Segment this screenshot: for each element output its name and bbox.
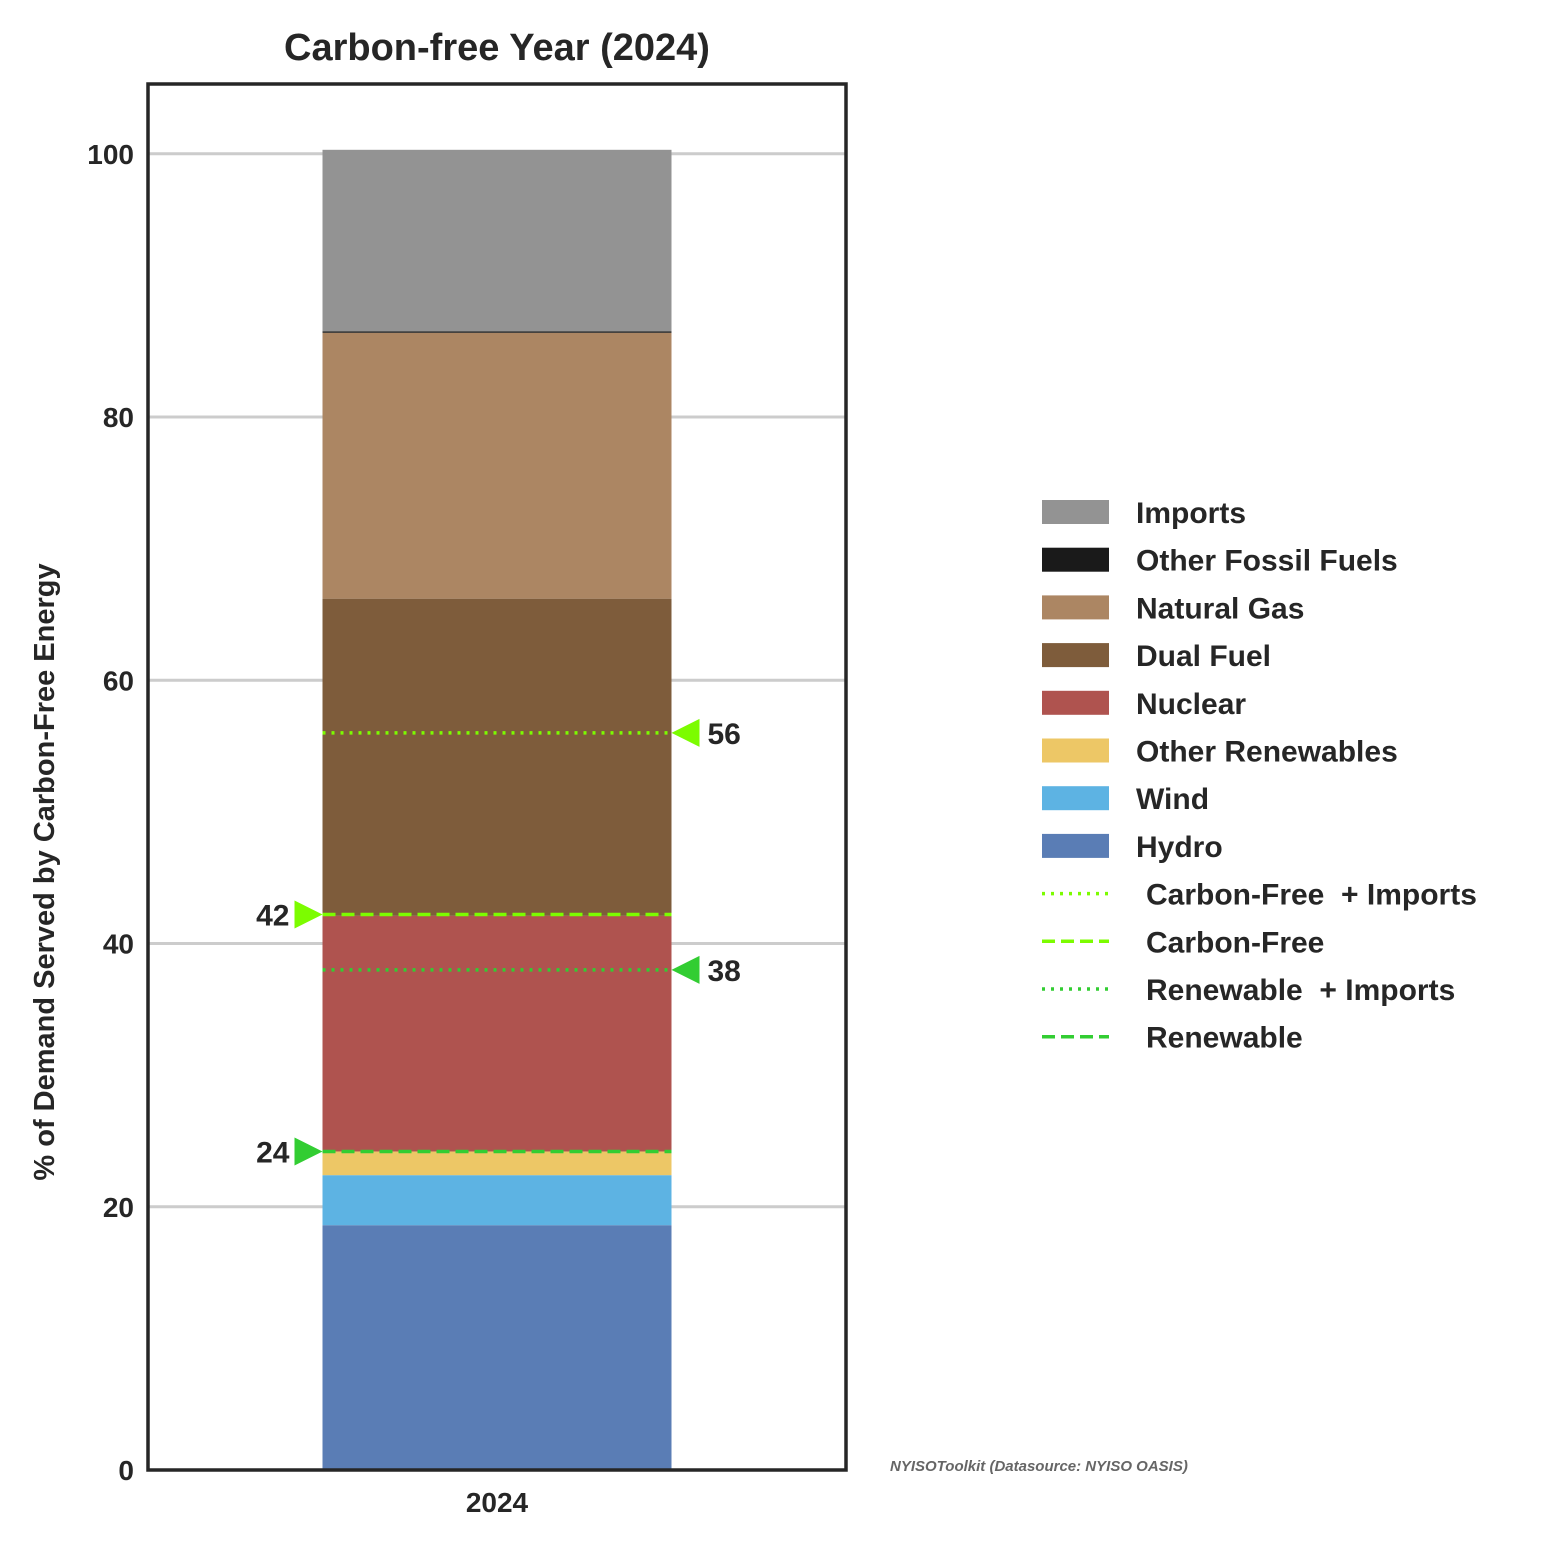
legend-label: Nuclear — [1136, 688, 1246, 721]
bar-segment-other-renewables — [322, 1151, 672, 1176]
legend-swatch — [1042, 500, 1109, 524]
legend-swatch — [1042, 833, 1109, 858]
legend-swatch — [1042, 738, 1109, 763]
bar-segment-other-fossil-fuels — [322, 331, 672, 333]
legend-label: Wind — [1136, 783, 1209, 816]
legend-label: Other Fossil Fuels — [1136, 545, 1398, 578]
legend-swatch — [1042, 643, 1109, 668]
credit-text: NYISOToolkit (Datasource: NYISO OASIS) — [890, 1458, 1188, 1475]
stacked-bars — [322, 149, 672, 1470]
bar-segment-hydro — [322, 1225, 672, 1470]
bar-segment-dual-fuel — [322, 598, 672, 916]
reference-value-label: 38 — [708, 955, 741, 988]
legend-label: Renewable + Imports — [1146, 974, 1455, 1007]
bar-segment-imports — [322, 149, 672, 332]
legend-label: Carbon-Free + Imports — [1146, 879, 1477, 912]
bar-segment-natural-gas — [322, 332, 672, 599]
y-tick-label: 40 — [103, 929, 134, 960]
reference-marker — [294, 900, 323, 929]
legend-label: Carbon-Free — [1146, 926, 1324, 959]
y-axis-label: % of Demand Served by Carbon-Free Energy — [29, 563, 61, 1180]
legend-label: Other Renewables — [1136, 736, 1398, 769]
legend-swatch — [1042, 547, 1109, 572]
reference-marker — [671, 955, 700, 984]
bar-segment-nuclear — [322, 915, 672, 1152]
reference-marker — [294, 1137, 323, 1166]
reference-marker — [671, 718, 700, 747]
plot-frame — [146, 82, 848, 1472]
x-tick-label: 2024 — [466, 1487, 529, 1518]
reference-value-label: 24 — [256, 1136, 290, 1169]
chart-title: Carbon-free Year (2024) — [284, 27, 710, 69]
x-axis-ticks: 2024 — [466, 1487, 529, 1518]
legend-label: Renewable — [1146, 1022, 1303, 1055]
legend-label: Hydro — [1136, 831, 1223, 864]
legend-swatch — [1042, 786, 1109, 811]
y-axis-ticks: 0 20 40 60 80 100 — [87, 139, 134, 1486]
y-tick-label: 80 — [103, 402, 134, 433]
reference-value-label: 42 — [256, 900, 289, 933]
legend: Imports Other Fossil Fuels Natural Gas Dual… — [1042, 497, 1477, 1055]
legend-swatch — [1042, 595, 1109, 620]
y-tick-label: 0 — [118, 1455, 134, 1486]
reference-lines: 56 42 38 24 — [256, 718, 741, 1170]
legend-label: Natural Gas — [1136, 592, 1304, 625]
legend-label: Imports — [1136, 497, 1246, 530]
bar-segment-wind — [322, 1175, 672, 1226]
y-tick-label: 20 — [103, 1192, 134, 1223]
y-tick-label: 60 — [103, 665, 134, 696]
y-tick-label: 100 — [87, 139, 134, 170]
reference-value-label: 56 — [708, 718, 741, 751]
legend-label: Dual Fuel — [1136, 640, 1271, 673]
legend-swatch — [1042, 690, 1109, 715]
